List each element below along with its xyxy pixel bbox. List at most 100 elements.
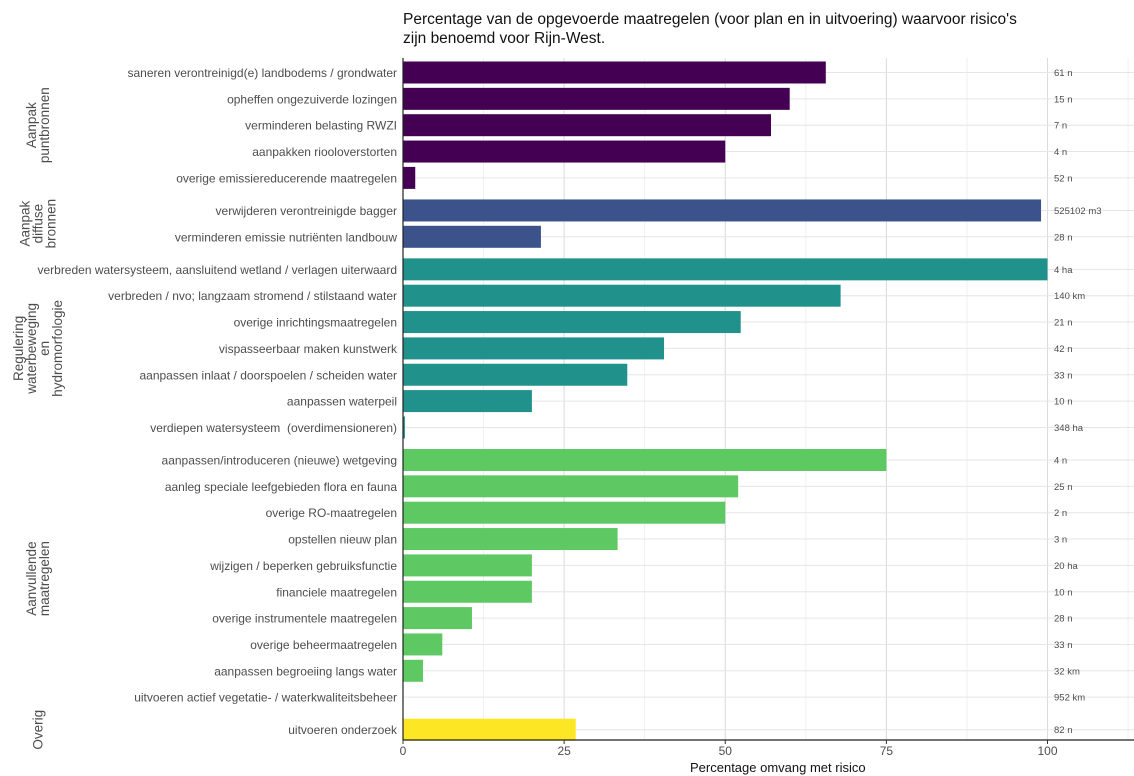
- category-label: opstellen nieuw plan: [288, 533, 397, 547]
- category-label: verminderen emissie nutriënten landbouw: [175, 230, 397, 244]
- bar-annotation: 33 n: [1054, 370, 1073, 381]
- bar: [403, 554, 532, 577]
- bar-annotation: 28 n: [1054, 232, 1073, 243]
- category-label: aanleg speciale leefgebieden flora en fa…: [165, 480, 398, 494]
- bar-annotation: 20 ha: [1054, 561, 1078, 572]
- bar: [403, 528, 618, 551]
- category-label: opheffen ongezuiverde lozingen: [227, 92, 397, 106]
- category-label: verbreden watersysteem, aansluitend wetl…: [37, 263, 397, 277]
- category-label: wijzigen / beperken gebruiksfunctie: [209, 559, 397, 573]
- category-label: uitvoeren actief vegetatie- / waterkwali…: [134, 691, 397, 705]
- bar: [403, 140, 726, 163]
- category-label: overige beheermaatregelen: [250, 638, 397, 652]
- bar-annotation: 10 n: [1054, 397, 1073, 408]
- bar-annotation: 52 n: [1054, 173, 1073, 184]
- category-label: aanpassen inlaat / doorspoelen / scheide…: [139, 368, 397, 382]
- group-label-line: waterbeweging: [24, 303, 39, 395]
- x-axis-label: Percentage omvang met risico: [690, 760, 866, 775]
- group-labels: AanpakpuntbronnenAanpakdiffusebronnenReg…: [11, 87, 65, 749]
- bar-annotation: 61 n: [1054, 68, 1073, 79]
- bar-annotation: 21 n: [1054, 318, 1073, 329]
- bar: [403, 166, 416, 189]
- group-label-line: Regulering: [11, 316, 26, 381]
- bar: [403, 475, 739, 498]
- group-label: Overig: [31, 710, 46, 750]
- bar: [403, 337, 665, 360]
- bar: [403, 633, 443, 656]
- bar: [403, 258, 1048, 281]
- x-tick-label: 50: [719, 744, 733, 758]
- axes: 0 25 50 75 100: [400, 58, 1134, 758]
- bar: [403, 416, 405, 439]
- bar: [403, 225, 541, 248]
- bar-annotation: 25 n: [1054, 482, 1073, 493]
- bar: [403, 580, 532, 603]
- category-label: uitvoeren onderzoek: [288, 723, 398, 737]
- category-label: verminderen belasting RWZI: [245, 119, 397, 133]
- bar: [403, 284, 841, 307]
- bars: [403, 61, 1048, 741]
- chart-title-line-2: zijn benoemd voor Rijn-West.: [403, 30, 606, 47]
- category-label: verbreden / nvo; langzaam stromend / sti…: [108, 289, 397, 303]
- group-label-line: en: [37, 341, 52, 356]
- bar-annotation: 4 n: [1054, 456, 1067, 467]
- bar-annotation: 7 n: [1054, 121, 1067, 132]
- group-label-line: puntbronnen: [37, 87, 52, 163]
- bar: [403, 718, 576, 741]
- bar-annotation: 32 km: [1054, 666, 1080, 677]
- chart-title-line-1: Percentage van de opgevoerde maatregelen…: [403, 11, 1017, 28]
- bar-annotation: 28 n: [1054, 614, 1073, 625]
- category-label: saneren verontreinigd(e) landbodems / gr…: [128, 66, 398, 80]
- x-tick-label: 100: [1037, 744, 1057, 758]
- category-labels: saneren verontreinigd(e) landbodems / gr…: [37, 66, 398, 737]
- bar: [403, 659, 423, 682]
- category-label: overige emissiereducerende maatregelen: [176, 171, 397, 185]
- bar-annotation: 4 ha: [1054, 265, 1073, 276]
- bar: [403, 87, 790, 110]
- category-label: overige instrumentele maatregelen: [212, 612, 397, 626]
- category-label: aanpassen begroeiing langs water: [214, 664, 397, 678]
- category-label: verdiepen watersysteem (overdimensionere…: [150, 421, 397, 435]
- category-label: vispasseerbaar maken kunstwerk: [219, 342, 398, 356]
- bar-annotation: 140 km: [1054, 291, 1085, 302]
- x-tick-label: 0: [400, 744, 407, 758]
- bar: [403, 607, 472, 630]
- category-label: overige RO-maatregelen: [266, 506, 397, 520]
- bar: [403, 311, 741, 334]
- bar-annotation: 348 ha: [1054, 423, 1084, 434]
- group-label-line: diffuse: [31, 204, 46, 244]
- group-label-line: Aanpak: [24, 102, 39, 148]
- bar-annotations: 61 n 15 n 7 n 4 n 52 n 525102 m3 28 n 4 ha 140 k…: [1054, 68, 1102, 736]
- category-label: overige inrichtingsmaatregelen: [234, 316, 397, 330]
- x-tick-label: 75: [880, 744, 894, 758]
- bar-annotation: 42 n: [1054, 344, 1073, 355]
- group-label-line: hydromorfologie: [50, 300, 65, 397]
- category-label: aanpakken riooloverstorten: [252, 145, 397, 159]
- bar-annotation: 2 n: [1054, 508, 1067, 519]
- x-tick-label: 25: [557, 744, 571, 758]
- category-label: aanpassen/introduceren (nieuwe) wetgevin…: [162, 454, 397, 468]
- category-label: verwijderen verontreinigde bagger: [216, 204, 397, 218]
- bar-annotation: 82 n: [1054, 725, 1073, 736]
- bar-annotation: 10 n: [1054, 587, 1073, 598]
- category-label: aanpassen waterpeil: [287, 395, 397, 409]
- bar: [403, 199, 1042, 222]
- bar-annotation: 4 n: [1054, 147, 1067, 158]
- category-label: financiele maatregelen: [276, 585, 397, 599]
- bar: [403, 501, 726, 524]
- group-label-line: bronnen: [44, 199, 59, 249]
- group-label-line: Aanpak: [18, 200, 33, 246]
- bar-annotation: 525102 m3: [1054, 206, 1102, 217]
- bar: [403, 61, 826, 84]
- group-label-line: Overig: [31, 710, 46, 750]
- bar-annotation: 33 n: [1054, 640, 1073, 651]
- bar-annotation: 15 n: [1054, 94, 1073, 105]
- group-label-line: maatregelen: [37, 541, 52, 616]
- bar: [403, 363, 628, 386]
- group-label-line: Aanvullende: [24, 541, 39, 615]
